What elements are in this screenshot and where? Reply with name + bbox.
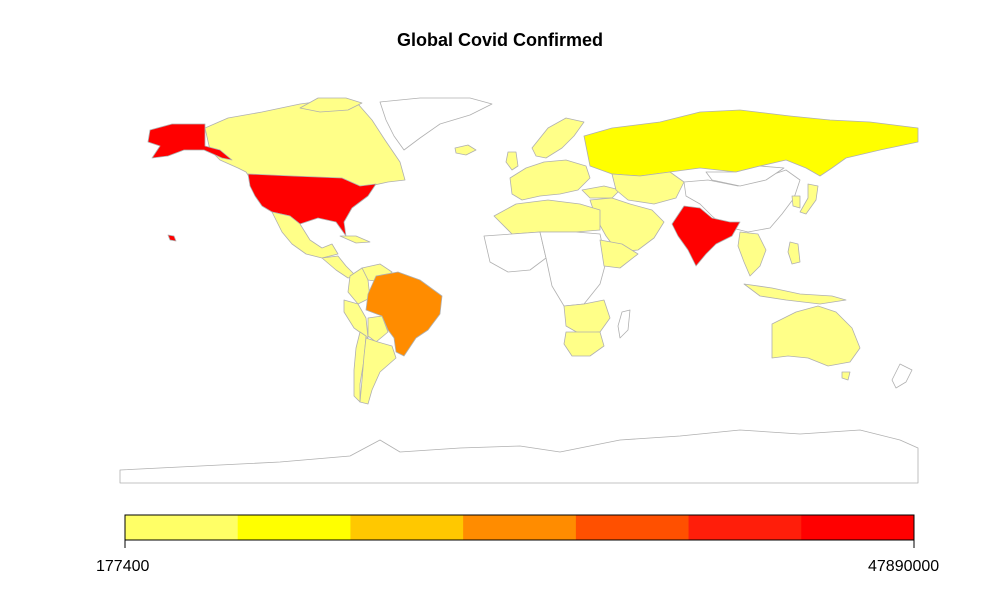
region-australia — [841, 371, 851, 381]
region-central-asia — [611, 171, 685, 205]
region-antarctica — [119, 429, 919, 484]
region-brazil — [365, 271, 443, 357]
region-indonesia — [743, 283, 847, 305]
region-south-korea — [791, 195, 801, 209]
region-peru — [343, 299, 369, 339]
region-western-europe — [509, 159, 591, 201]
legend-swatch — [688, 515, 802, 540]
region-south-africa — [563, 331, 605, 357]
region-canada — [299, 97, 363, 113]
legend-swatch — [125, 515, 239, 540]
region-india — [671, 205, 741, 267]
legend-swatch — [463, 515, 577, 540]
region-iceland — [454, 144, 477, 156]
map-title: Global Covid Confirmed — [396, 30, 603, 50]
region-bolivia — [367, 315, 389, 343]
region-central-africa — [539, 231, 607, 307]
legend-swatch — [237, 515, 351, 540]
region-argentina — [359, 337, 397, 405]
region-cuba — [339, 235, 371, 244]
legend-swatch — [575, 515, 690, 540]
region-philippines — [787, 241, 801, 265]
region-hawaii — [167, 234, 177, 242]
region-united-kingdom — [505, 151, 519, 171]
region-japan — [799, 183, 819, 215]
region-west-africa — [483, 231, 547, 273]
region-greenland — [379, 97, 493, 151]
legend-min-label: 177400 — [96, 558, 150, 575]
region-turkey — [581, 185, 621, 199]
legend-frame — [124, 514, 915, 541]
region-alaska — [147, 123, 233, 161]
region-united-states — [247, 173, 377, 237]
region-new-zealand — [891, 363, 913, 389]
region-southeast-asia — [737, 231, 767, 277]
region-mexico — [271, 211, 339, 259]
region-southern-africa — [563, 299, 611, 335]
region-scandinavia — [531, 117, 585, 159]
legend-swatch — [350, 515, 464, 540]
region-australia — [771, 305, 861, 367]
region-canada — [204, 99, 406, 187]
region-middle-east — [589, 197, 665, 253]
region-ethiopia — [599, 239, 639, 269]
region-madagascar — [617, 309, 631, 339]
legend-swatch — [801, 515, 915, 540]
region-mongolia — [705, 165, 785, 187]
legend-max-label: 47890000 — [868, 558, 940, 575]
